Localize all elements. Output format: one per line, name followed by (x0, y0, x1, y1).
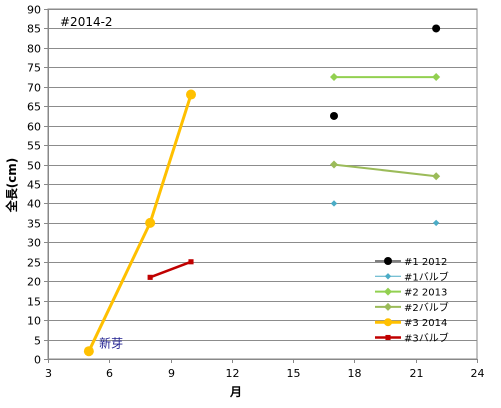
legend-label: #2 2013 (404, 288, 447, 299)
y-tick-label: 40 (27, 198, 41, 211)
y-tick-label: 75 (27, 62, 41, 75)
y-tick-label: 25 (27, 257, 41, 270)
legend: #1 2012 #1バルブ #2 2013 #2バルブ #3 2014 #3バルブ (375, 257, 449, 345)
series-6 (147, 259, 194, 280)
series-2 (330, 200, 440, 227)
data-point (432, 73, 441, 82)
legend-label: #1 2012 (404, 257, 447, 268)
data-point (330, 73, 338, 82)
series-5 (83, 89, 196, 357)
legend-item: #1バルブ (375, 270, 449, 283)
series (83, 24, 441, 357)
legend-marker (384, 287, 392, 296)
legend-item: #2バルブ (375, 301, 449, 314)
y-tick-label: 50 (27, 160, 41, 173)
legend-label: #3バルブ (404, 332, 449, 345)
legend-item: #3 2014 (375, 318, 447, 329)
data-point (145, 217, 156, 228)
data-point (186, 89, 196, 100)
y-tick-label: 70 (27, 82, 41, 95)
series-line (87, 94, 193, 352)
x-tick-label: 3 (45, 367, 52, 380)
x-tick-label: 6 (106, 367, 113, 380)
legend-item: #3バルブ (375, 332, 449, 345)
data-point (432, 172, 441, 181)
data-point (432, 219, 440, 227)
x-tick-label: 21 (410, 367, 424, 380)
x-tick-label: 24 (471, 367, 485, 380)
data-point (188, 259, 194, 265)
y-tick-label: 20 (27, 276, 41, 289)
y-tick-label: 15 (27, 296, 41, 309)
y-tick-label: 55 (27, 140, 41, 153)
y-tick-label: 85 (27, 23, 41, 36)
chart-label: #2014-2 (60, 15, 113, 29)
series-4 (330, 160, 441, 181)
y-tick-label: 0 (34, 354, 41, 367)
y-tick-label: 5 (34, 335, 41, 348)
y-tick-label: 35 (27, 218, 41, 231)
data-point (330, 160, 338, 169)
series-1 (330, 24, 441, 120)
data-point (147, 274, 153, 280)
x-axis-title: 月 (229, 385, 242, 399)
labels: #2014-2 月 全長(cm) 0 5 10 15 20 25 30 35 40 45 50 55 6… (4, 4, 485, 400)
x-tick-label: 9 (168, 367, 175, 380)
legend-label: #2バルブ (404, 301, 449, 314)
y-tick-label: 10 (27, 315, 41, 328)
legend-marker (385, 334, 391, 341)
series-3 (330, 73, 441, 82)
x-tick-label: 18 (348, 367, 362, 380)
y-tick-label: 45 (27, 179, 41, 192)
series-line (149, 260, 192, 279)
legend-marker (384, 257, 392, 265)
series-line (333, 163, 437, 178)
data-point (330, 111, 338, 120)
legend-item: #1 2012 (375, 257, 447, 268)
y-tick-label: 90 (27, 4, 41, 17)
legend-marker (384, 318, 392, 327)
data-point (330, 200, 338, 207)
y-tick-label: 30 (27, 237, 41, 250)
annotation: 新芽 (99, 335, 123, 350)
data-point (83, 346, 94, 357)
legend-label: #1バルブ (404, 270, 449, 283)
legend-item: #2 2013 (375, 287, 447, 299)
axes (44, 9, 478, 363)
legend-marker (384, 273, 392, 280)
data-point (432, 24, 441, 33)
grid (47, 8, 478, 360)
legend-label: #3 2014 (404, 318, 447, 329)
x-tick-label: 12 (226, 367, 240, 380)
y-tick-label: 60 (27, 121, 41, 134)
y-tick-label: 65 (27, 101, 41, 114)
y-axis-title: 全長(cm) (4, 158, 19, 214)
y-tick-label: 80 (27, 43, 41, 56)
legend-marker (384, 302, 392, 311)
x-tick-label: 15 (287, 367, 301, 380)
